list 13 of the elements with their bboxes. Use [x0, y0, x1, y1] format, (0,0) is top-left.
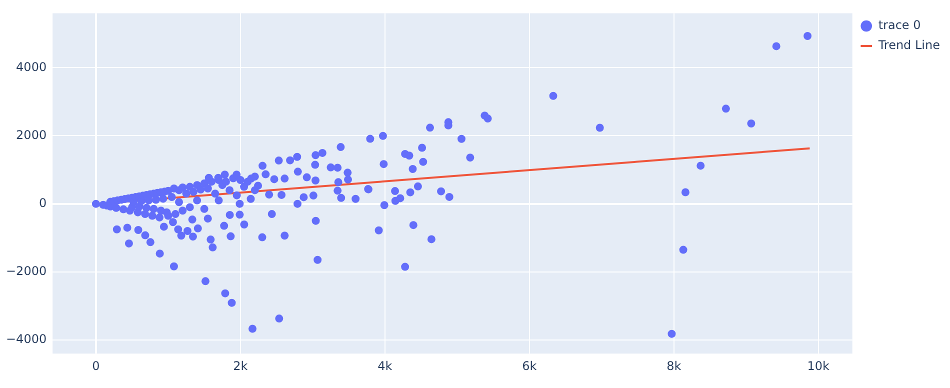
- y-tick-label: 0: [38, 196, 47, 210]
- y-tick-label: 4000: [16, 60, 47, 74]
- x-tick-label: 10k: [807, 358, 830, 373]
- x-tick-label: 0: [92, 358, 100, 373]
- x-tick-label: 8k: [666, 358, 682, 373]
- y-tick-label: −4000: [6, 332, 47, 346]
- legend-label: trace 0: [878, 18, 921, 32]
- x-tick-label: 2k: [233, 358, 248, 373]
- x-tick-label: 4k: [378, 358, 392, 373]
- legend-label: Trend Line: [877, 38, 940, 52]
- y-tick-label: −2000: [6, 264, 47, 278]
- x-tick-label: 6k: [522, 358, 537, 373]
- y-tick-label: 2000: [16, 128, 47, 142]
